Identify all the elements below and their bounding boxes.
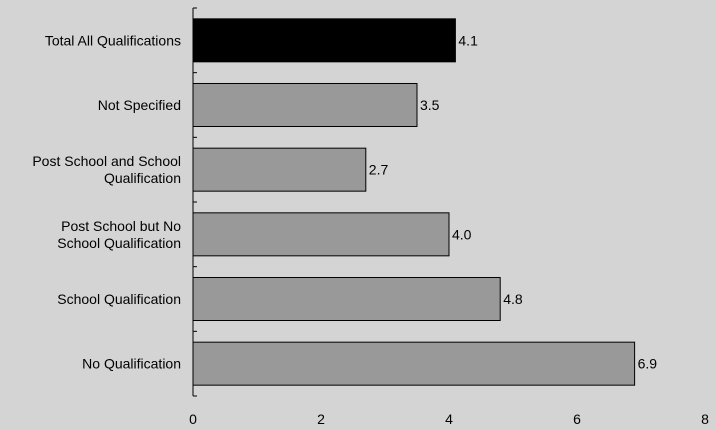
bar	[192, 83, 418, 127]
category-label: School Qualification	[57, 291, 181, 307]
category-label: Post School and School	[32, 153, 181, 169]
x-tick-label: 4	[445, 411, 453, 427]
data-label: 3.5	[420, 97, 440, 113]
bar	[192, 147, 367, 192]
data-label: 2.7	[369, 162, 389, 178]
bar	[192, 212, 450, 257]
data-label: 6.9	[638, 356, 658, 372]
category-label: No Qualification	[82, 356, 181, 372]
category-label: Post School but No	[61, 218, 181, 234]
data-label: 4.8	[503, 291, 523, 307]
x-tick-label: 8	[701, 411, 709, 427]
category-label: Total All Qualifications	[45, 32, 181, 48]
x-tick-label: 2	[317, 411, 325, 427]
x-tick-label: 6	[573, 411, 581, 427]
x-tick-label: 0	[189, 411, 197, 427]
bar	[192, 18, 456, 63]
data-label: 4.1	[458, 32, 478, 48]
category-label: Qualification	[104, 170, 181, 186]
category-label: School Qualification	[57, 235, 181, 251]
category-label: Not Specified	[98, 97, 181, 113]
data-label: 4.0	[452, 226, 472, 242]
bar	[192, 277, 501, 321]
bar	[192, 341, 636, 386]
